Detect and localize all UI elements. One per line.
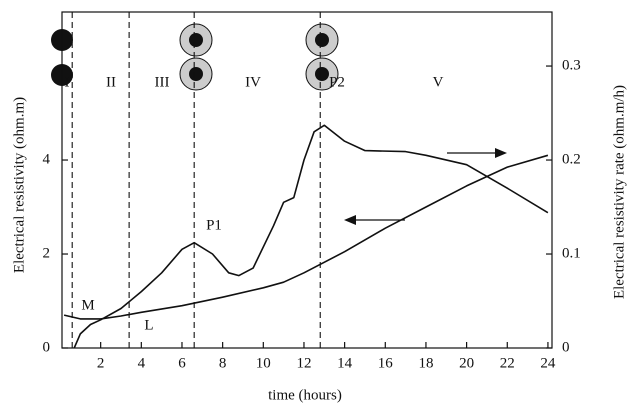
x-axis-title: time (hours) xyxy=(268,387,342,403)
y2-axis-title: Electrical resistivity rate (ohm.m/h) xyxy=(611,85,627,299)
y-tick-label: 2 xyxy=(43,245,51,261)
annotation: P1 xyxy=(206,217,222,233)
y-tick-label: 4 xyxy=(43,151,51,167)
y2-tick-label: 0.3 xyxy=(562,57,581,73)
x-tick-label: 10 xyxy=(256,355,271,371)
x-tick-label: 12 xyxy=(296,355,311,371)
phase-label: IV xyxy=(245,74,261,90)
y-axis-title: Electrical resistivity (ohm.m) xyxy=(11,97,27,273)
plot-frame xyxy=(61,11,553,349)
annotation: P2 xyxy=(329,74,345,90)
y2-tick-label: 0.2 xyxy=(562,151,581,167)
y-tick-label: 0 xyxy=(43,339,51,355)
annotation: L xyxy=(144,317,153,333)
data-line xyxy=(73,124,549,349)
phase-label: I xyxy=(65,74,70,90)
x-tick-label: 4 xyxy=(138,355,146,371)
x-tick-label: 2 xyxy=(97,355,105,371)
phase-label: V xyxy=(433,74,444,90)
data-line xyxy=(63,154,549,320)
phase-label: III xyxy=(155,74,170,90)
annotation: M xyxy=(81,297,94,313)
y2-tick-label: 0.1 xyxy=(562,245,581,261)
x-tick-label: 6 xyxy=(178,355,186,371)
x-tick-label: 8 xyxy=(219,355,227,371)
x-tick-label: 14 xyxy=(337,355,353,371)
y2-tick-label: 0 xyxy=(562,339,570,355)
x-tick-label: 18 xyxy=(418,355,433,371)
x-tick-label: 22 xyxy=(500,355,515,371)
sample-icons xyxy=(51,23,339,91)
arrows xyxy=(344,148,507,225)
x-tick-label: 16 xyxy=(378,355,394,371)
x-tick-label: 24 xyxy=(540,355,556,371)
x-tick-label: 20 xyxy=(459,355,474,371)
phase-label: II xyxy=(106,74,116,90)
